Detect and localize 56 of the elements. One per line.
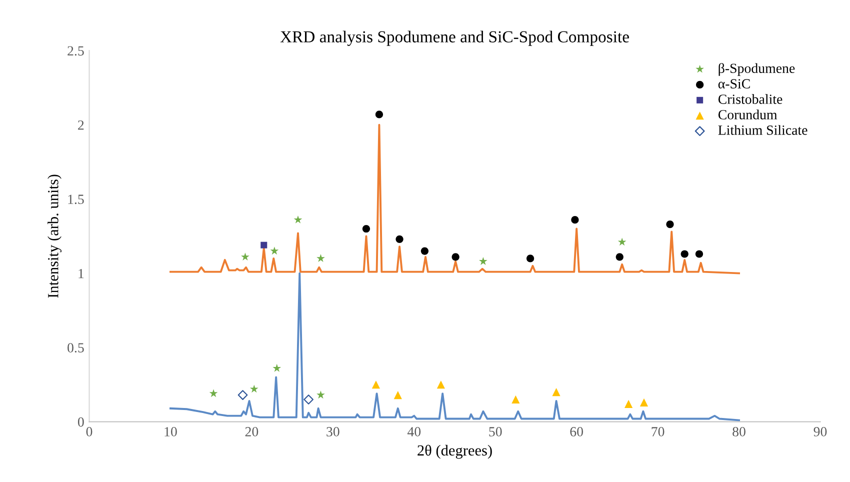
x-tick-label: 70	[652, 427, 664, 436]
legend-label: α-SiC	[718, 79, 750, 88]
point	[680, 250, 688, 258]
x-tick-label: 30	[326, 427, 340, 436]
point	[396, 235, 404, 243]
point	[241, 252, 250, 261]
point	[512, 395, 520, 404]
y-tick-label: 2	[78, 120, 84, 130]
point	[250, 384, 258, 393]
y-tick-label: 1	[78, 268, 84, 278]
x-tick-label: 80	[732, 427, 746, 436]
point	[436, 380, 445, 389]
point	[420, 247, 428, 255]
chart-title: XRD analysis Spodumene and SiC-Spod Composite	[280, 30, 629, 46]
point	[695, 250, 704, 258]
point	[238, 390, 248, 400]
x-tick-label: 40	[407, 427, 421, 436]
x-tick-label: 90	[814, 427, 827, 436]
point	[452, 253, 460, 261]
legend-label: β-Spodumene	[718, 63, 795, 76]
point	[272, 364, 282, 372]
legend-label: Lithium Silicate	[718, 125, 808, 135]
point	[372, 380, 380, 389]
x-axis-title: 2θ (degrees)	[418, 444, 492, 459]
point	[270, 246, 279, 255]
point	[552, 388, 560, 396]
point	[316, 254, 325, 262]
point	[394, 390, 402, 400]
point	[624, 400, 633, 408]
legend-label: Corundum	[718, 110, 778, 120]
x-tick-label: 0	[86, 427, 92, 436]
point	[209, 389, 218, 398]
x-tick-label: 10	[164, 427, 177, 436]
point	[294, 215, 302, 224]
point	[375, 110, 384, 118]
x-tick-label: 50	[489, 427, 502, 436]
x-tick-label: 60	[570, 427, 583, 436]
legend-label: Cristobalite	[718, 94, 782, 104]
point	[304, 394, 314, 404]
x-tick-label: 20	[245, 427, 258, 436]
point	[571, 216, 579, 224]
line-series	[169, 272, 740, 422]
point	[618, 238, 626, 246]
y-tick-label: 2.5	[68, 46, 84, 56]
y-tick-label: 0	[78, 417, 84, 427]
y-tick-label: 0.5	[68, 343, 84, 353]
y-tick-label: 1.5	[68, 194, 84, 204]
point	[666, 220, 674, 228]
point	[316, 390, 325, 399]
point	[640, 398, 648, 406]
point	[616, 253, 624, 261]
point	[362, 224, 370, 233]
point	[479, 257, 488, 265]
point	[260, 242, 268, 248]
y-axis-title: Intensity (arb. units)	[48, 174, 62, 298]
point	[526, 254, 534, 262]
